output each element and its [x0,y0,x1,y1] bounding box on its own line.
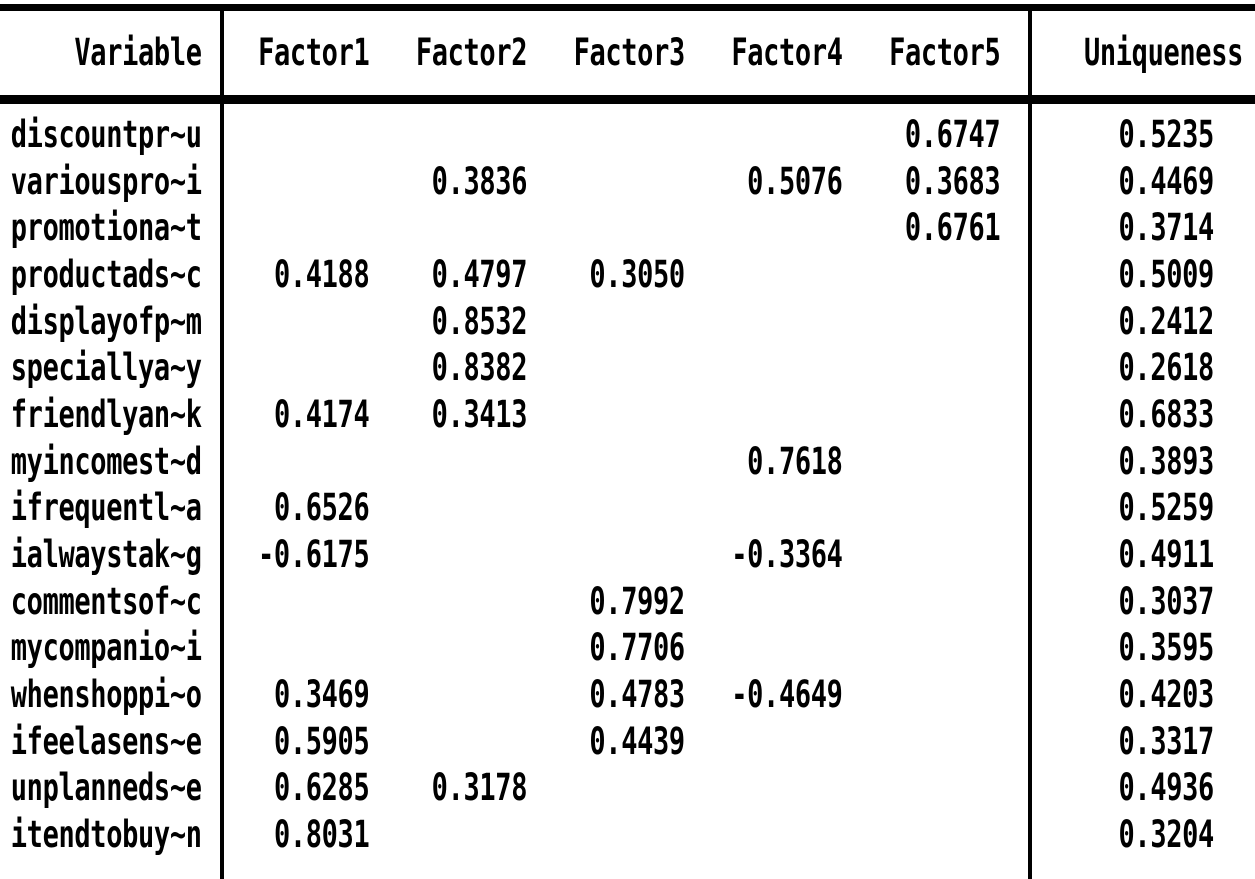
factor1-cell: 0.3469 [273,674,370,717]
variable-cell: ialwaystak~g [10,534,202,577]
table-row: productads~c 0.4188 0.4797 0.3050 0.5009 [0,252,1255,299]
table-row: myincomest~d 0.7618 0.3893 [0,439,1255,486]
variable-cell: ifeelasens~e [10,720,202,764]
variable-cell: mycompanio~i [10,627,202,671]
factor1-cell: 0.4174 [273,394,370,437]
factor2-cell: 0.8382 [431,347,528,391]
factor4-cell: -0.4649 [731,674,843,717]
factor2-cell: 0.3178 [431,767,528,811]
factor3-cell: 0.7992 [589,580,685,624]
uniqueness-cell: 0.5259 [1118,487,1215,531]
table-row: commentsof~c 0.7992 0.3037 [0,579,1255,626]
table-row: ialwaystak~g -0.6175 -0.3364 0.4911 [0,532,1255,579]
table-top-rule [0,4,1255,11]
table-row: displayofp~m 0.8532 0.2412 [0,299,1255,346]
uniqueness-cell: 0.3037 [1118,580,1215,624]
variable-cell: whenshoppi~o [10,674,202,717]
variable-cell: productads~c [10,254,202,297]
column-header-factor2: Factor2 [415,31,528,75]
uniqueness-cell: 0.4203 [1118,674,1215,717]
uniqueness-cell: 0.5235 [1118,113,1215,157]
uniqueness-cell: 0.2618 [1118,347,1215,391]
column-header-factor5: Factor5 [889,31,1001,75]
uniqueness-cell: 0.3714 [1118,207,1215,251]
column-header-factor3: Factor3 [573,31,686,75]
factor3-cell: 0.7706 [589,627,685,671]
table-row: promotiona~t 0.6761 0.3714 [0,205,1255,252]
table-row: mycompanio~i 0.7706 0.3595 [0,626,1255,673]
uniqueness-cell: 0.3893 [1118,440,1215,484]
factor1-cell: 0.6285 [273,767,370,811]
factor2-cell: 0.3413 [431,394,528,437]
uniqueness-cell: 0.4469 [1118,160,1215,204]
variable-cell: myincomest~d [10,440,202,484]
table-header-row: Variable Factor1 Factor2 Factor3 Factor4… [0,11,1255,95]
variable-cell: unplanneds~e [10,767,202,811]
column-header-variable: Variable [74,31,202,75]
column-header-factor1: Factor1 [258,31,370,75]
factor3-cell: 0.4439 [589,720,685,764]
uniqueness-cell: 0.4936 [1118,767,1215,811]
table-row: discountpr~u 0.6747 0.5235 [0,112,1255,159]
table-row: ifeelasens~e 0.5905 0.4439 0.3317 [0,719,1255,766]
variable-cell: itendtobuy~n [10,814,202,858]
uniqueness-cell: 0.3317 [1118,720,1215,764]
factor3-cell: 0.3050 [589,254,685,297]
table-row: variouspro~i 0.3836 0.5076 0.3683 0.4469 [0,159,1255,206]
factor4-cell: -0.3364 [731,534,843,577]
vertical-rule-after-variable [220,11,224,879]
uniqueness-cell: 0.6833 [1118,394,1215,437]
table-body: discountpr~u 0.6747 0.5235 variouspro~i … [0,104,1255,859]
column-header-factor4: Factor4 [731,31,843,75]
table-row: whenshoppi~o 0.3469 0.4783 -0.4649 0.420… [0,672,1255,719]
uniqueness-cell: 0.5009 [1118,254,1215,297]
variable-cell: commentsof~c [10,580,202,624]
variable-cell: friendlyan~k [10,394,202,437]
table-row: speciallya~y 0.8382 0.2618 [0,345,1255,392]
factor3-cell: 0.4783 [589,674,685,717]
table-row: unplanneds~e 0.6285 0.3178 0.4936 [0,766,1255,813]
factor1-cell: -0.6175 [258,534,370,577]
variable-cell: promotiona~t [10,207,202,251]
column-header-uniqueness: Uniqueness [1083,31,1244,75]
factor4-cell: 0.5076 [747,160,843,204]
factor1-cell: 0.8031 [273,814,370,858]
uniqueness-cell: 0.3595 [1118,627,1215,671]
factor1-cell: 0.4188 [273,254,370,297]
factor2-cell: 0.3836 [431,160,528,204]
variable-cell: ifrequentl~a [10,487,202,531]
factor2-cell: 0.4797 [431,254,528,297]
uniqueness-cell: 0.2412 [1118,300,1215,344]
table-row: ifrequentl~a 0.6526 0.5259 [0,486,1255,533]
factor1-cell: 0.6526 [273,487,370,531]
variable-cell: variouspro~i [10,160,202,204]
uniqueness-cell: 0.3204 [1118,814,1215,858]
factor5-cell: 0.6761 [904,207,1001,251]
uniqueness-cell: 0.4911 [1118,534,1215,577]
vertical-rule-before-uniqueness [1028,11,1032,879]
table-row: friendlyan~k 0.4174 0.3413 0.6833 [0,392,1255,439]
factor1-cell: 0.5905 [273,720,370,764]
header-separator-rule [0,95,1255,104]
variable-cell: speciallya~y [10,347,202,391]
factor2-cell: 0.8532 [431,300,528,344]
factor5-cell: 0.6747 [904,113,1001,157]
variable-cell: displayofp~m [10,300,202,344]
factor4-cell: 0.7618 [747,440,843,484]
table-row: itendtobuy~n 0.8031 0.3204 [0,812,1255,859]
variable-cell: discountpr~u [10,113,202,157]
factor5-cell: 0.3683 [904,160,1001,204]
